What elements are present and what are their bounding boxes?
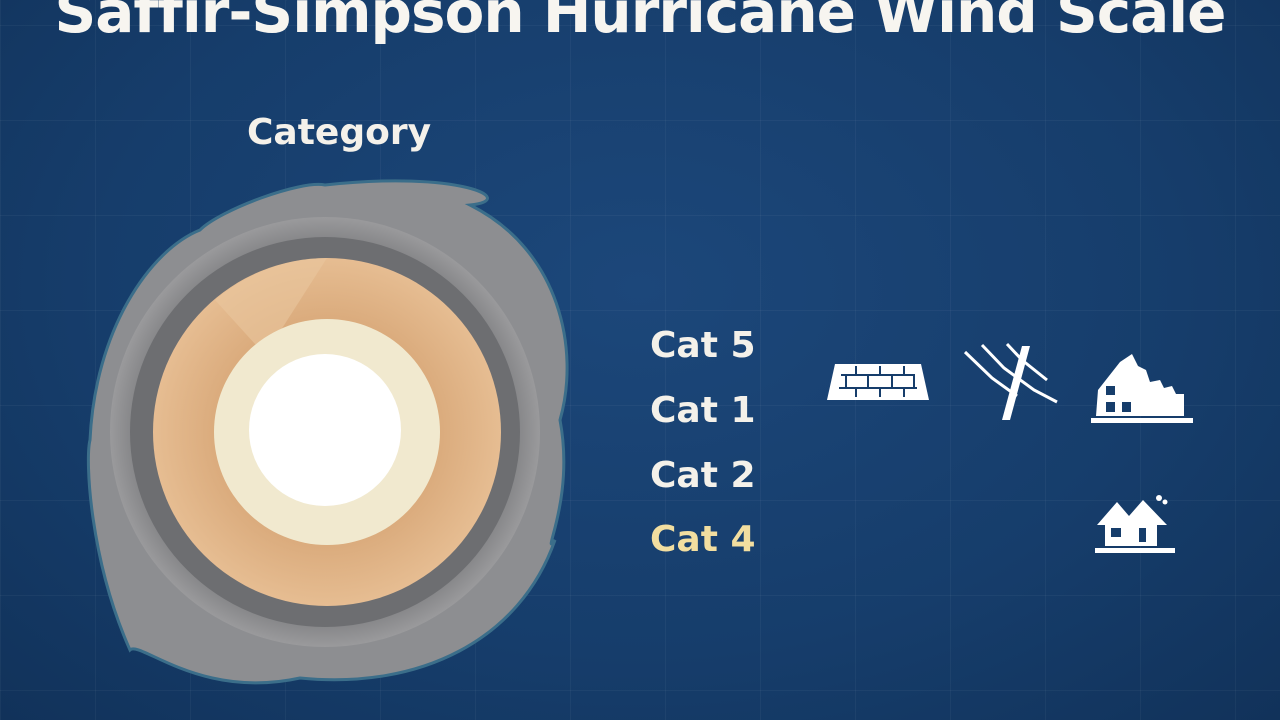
damaged-small-house-icon	[1095, 495, 1175, 553]
damaged-house-icon	[1091, 354, 1193, 423]
ring-highlight	[215, 258, 327, 355]
broken-tree-icon	[963, 342, 1058, 420]
category-label: Cat 2	[650, 455, 756, 496]
category-label: Cat 1	[650, 390, 756, 431]
eye-center	[249, 354, 401, 506]
category-label: Cat 5	[650, 325, 756, 366]
category-label: Cat 4	[650, 519, 756, 560]
roof-tiles-icon	[827, 364, 929, 400]
category-heading: Category	[247, 112, 432, 153]
page-title: Saffir-Simpson Hurricane Wind Scale	[54, 0, 1226, 46]
